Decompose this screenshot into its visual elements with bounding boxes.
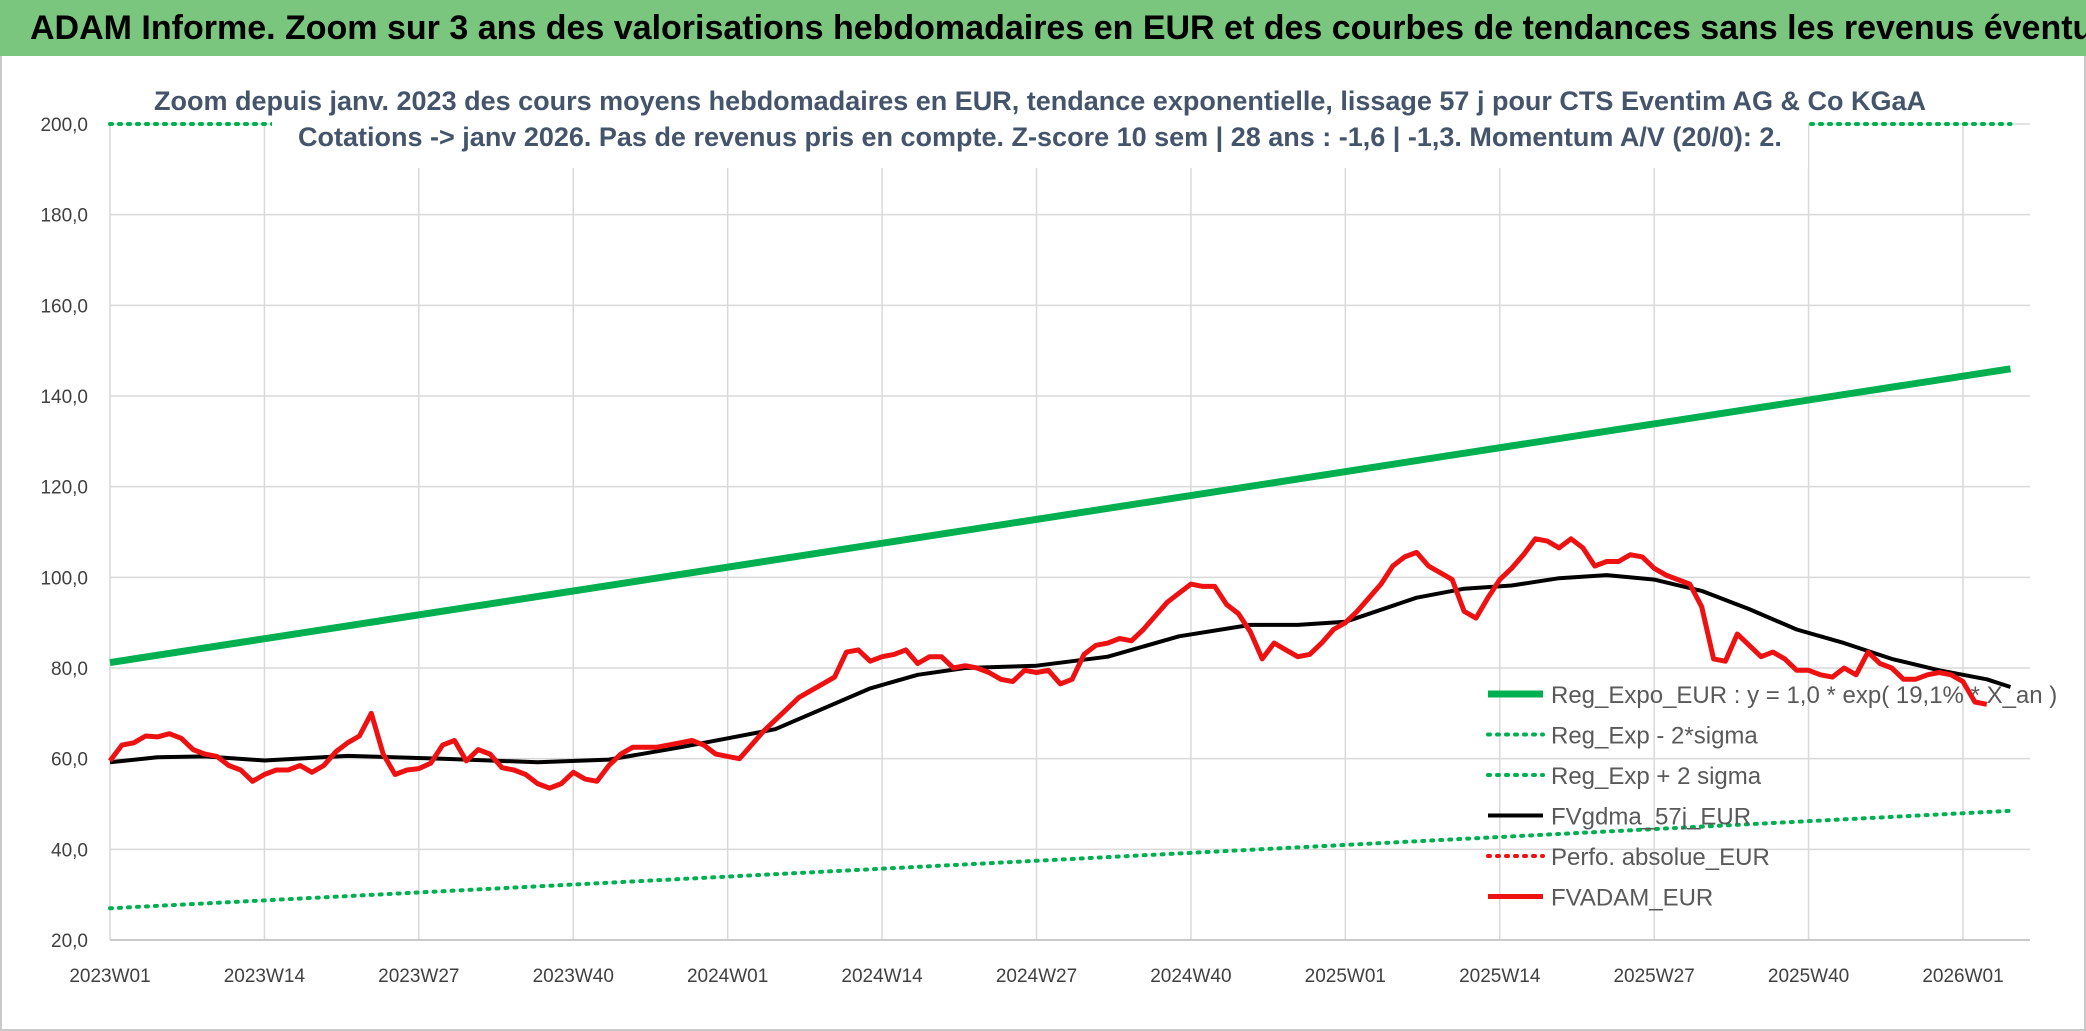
series-line-0 [109,365,2012,667]
y-tick-label: 20,0 [51,931,88,952]
y-tick-label: 200,0 [40,115,88,136]
x-tick-label: 2024W40 [1150,966,1231,987]
x-tick-label: 2024W01 [687,966,768,987]
legend-label: FVADAM_EUR [1551,885,1713,912]
series-line-3 [109,573,2012,765]
legend-label: Reg_Exp + 2 sigma [1551,763,1762,790]
series-lines [108,122,2013,911]
legend: Reg_Expo_EUR : y = 1,0 * exp( 19,1% * X_… [1486,682,2057,912]
x-tick-label: 2025W27 [1613,966,1694,987]
legend-label: Perfo. absolue_EUR [1551,844,1770,871]
y-tick-label: 120,0 [40,478,88,499]
x-tick-label: 2025W14 [1459,966,1541,987]
series-line-5 [108,536,1988,791]
banner-title: ADAM Informe. Zoom sur 3 ans des valoris… [30,8,2086,47]
legend-label: FVgdma_57j_EUR [1551,804,1751,831]
y-tick-label: 60,0 [51,750,88,771]
y-tick-label: 140,0 [40,387,88,408]
y-tick-label: 40,0 [51,840,88,861]
report-banner: ADAM Informe. Zoom sur 3 ans des valoris… [0,0,2086,56]
x-tick-label: 2024W14 [841,966,923,987]
x-tick-label: 2025W01 [1305,966,1386,987]
x-tick-label: 2023W14 [224,966,306,987]
x-tick-label: 2023W27 [378,966,459,987]
x-tick-label: 2023W40 [533,966,614,987]
chart-title-line: Cotations -> janv 2026. Pas de revenus p… [298,122,1782,152]
chart-title-line: Zoom depuis janv. 2023 des cours moyens … [154,86,1926,116]
y-tick-label: 80,0 [51,659,88,680]
y-tick-label: 180,0 [40,206,88,227]
chart-title: Zoom depuis janv. 2023 des cours moyens … [154,78,1926,168]
y-axis-ticks: 20,0 40,0 60,0 80,0 100,0 120,0 140,0 160,0 180,… [40,115,88,952]
x-axis-ticks: 2023W01 2023W14 2023W27 2023W40 2024W01 2024W… [69,966,2003,987]
legend-label: Reg_Exp - 2*sigma [1551,723,1758,750]
y-tick-label: 100,0 [40,568,88,589]
x-tick-label: 2025W40 [1768,966,1849,987]
x-tick-label: 2026W01 [1922,966,2003,987]
series-line-1 [108,808,2013,911]
x-tick-label: 2024W27 [996,966,1077,987]
legend-label: Reg_Expo_EUR : y = 1,0 * exp( 19,1% * X_… [1551,682,2057,709]
y-tick-label: 160,0 [40,296,88,317]
x-tick-label: 2023W01 [69,966,150,987]
title-background [272,78,1808,168]
